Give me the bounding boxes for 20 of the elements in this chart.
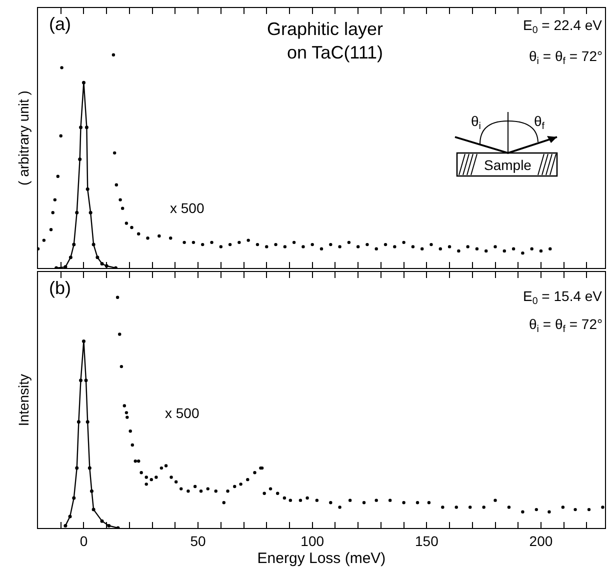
annotation: θ$_{i}$ = θ$_{f}$ = 72° [529,316,603,335]
annotation: x 500 [165,405,200,421]
x-tick-label: 200 [529,533,553,549]
text: E$_{0}$ = 22.4 eV [523,17,603,36]
y-axis-title: Intensity [16,374,32,426]
annotation: θ$_{f}$ [534,113,545,132]
annotation: x 500 [170,200,204,216]
x-tick-label: 100 [300,533,324,549]
chart-title: (a) [49,14,71,34]
annotation: θ$_{i}$ [471,113,481,132]
chart-title: (b) [49,278,71,298]
chart-subtitle: Graphitic layer on TaC(111) [267,19,384,62]
x-tick-label: 0 [80,533,88,549]
annotation: θ$_{i}$ = θ$_{f}$ = 72° [529,48,603,67]
annotation: Sample [484,157,532,173]
x-axis-title: Energy Loss (meV) [257,550,386,567]
y-axis-title: ( arbitrary unit ) [16,90,32,186]
x-tick-label: 50 [190,533,206,549]
x-tick-label: 150 [414,533,439,549]
annotation: E$_{0}$ = 15.4 eV [523,288,603,307]
